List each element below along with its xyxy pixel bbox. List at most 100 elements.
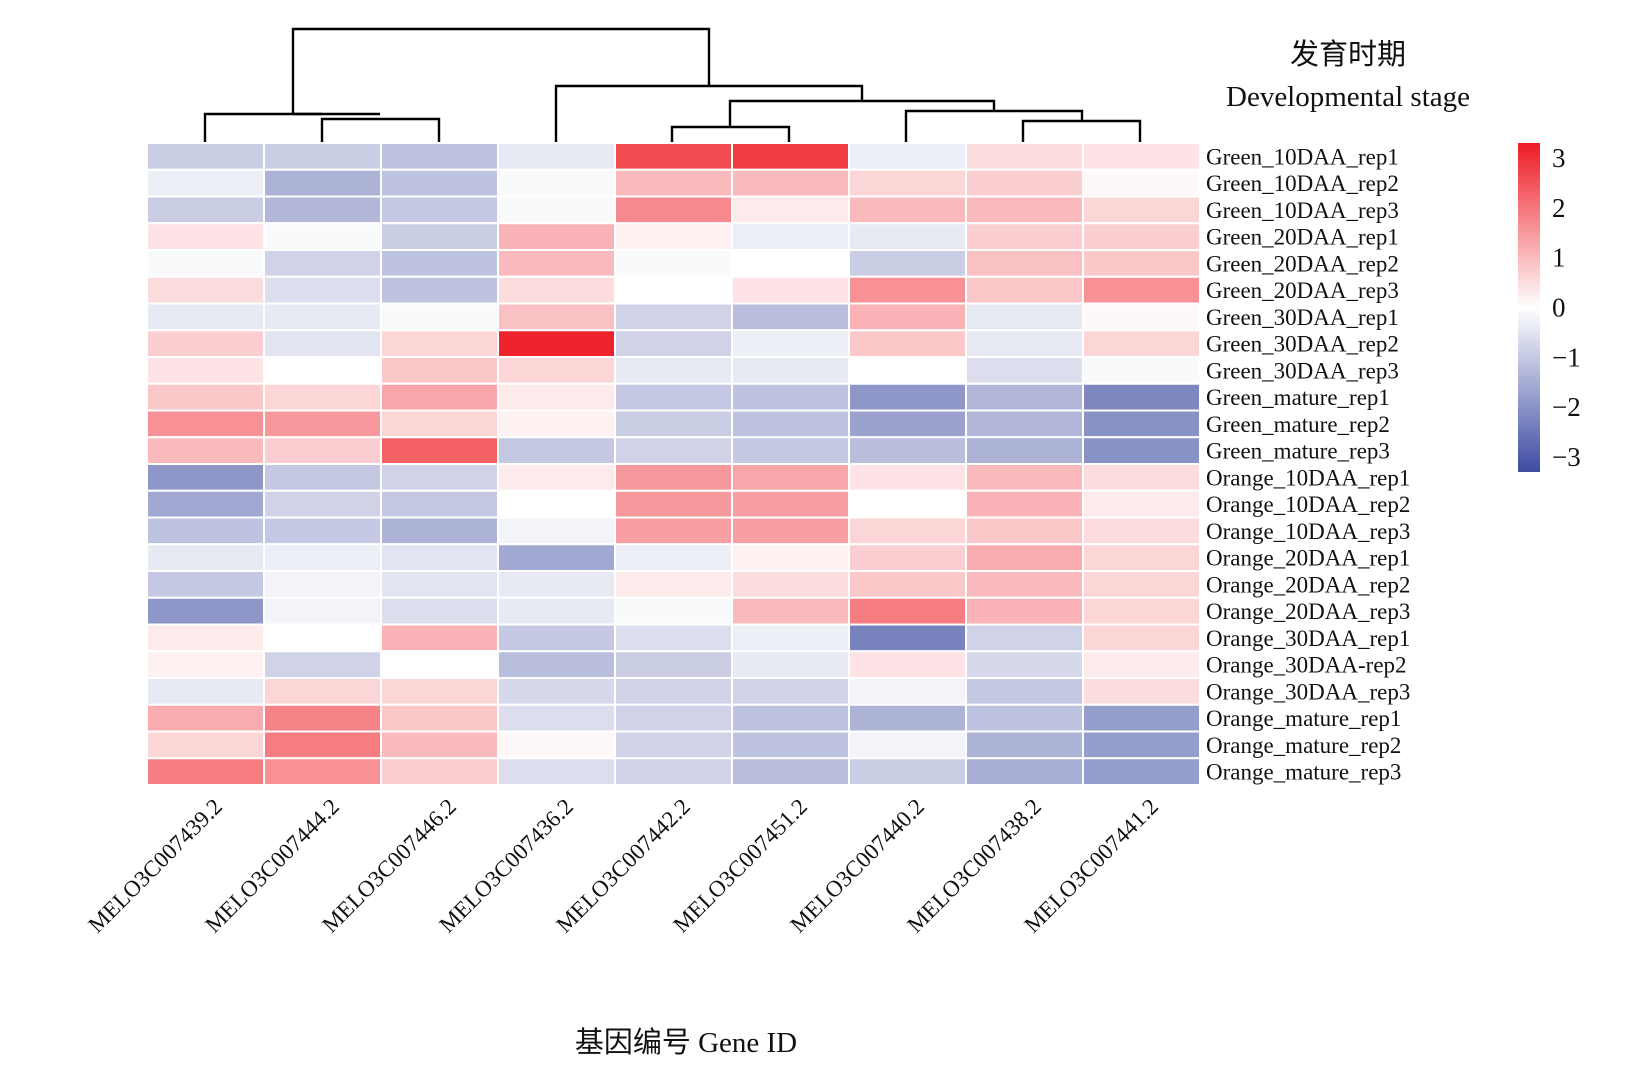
heatmap-cell — [731, 275, 850, 305]
colorbar-tick-label: −2 — [1552, 392, 1581, 422]
heatmap-cell — [1082, 168, 1201, 198]
heatmap-cell — [731, 409, 850, 439]
heatmap-cell — [263, 436, 382, 465]
heatmap-cell — [731, 382, 850, 412]
heatmap-cell — [146, 329, 265, 358]
heatmap-cell — [146, 168, 265, 198]
colorbar-tick-label: 0 — [1552, 293, 1566, 323]
heatmap-cell — [1082, 757, 1201, 786]
colorbar-tick-label: −3 — [1552, 442, 1581, 472]
x-axis-title: 基因编号 Gene ID — [575, 1026, 797, 1059]
heatmap-cell — [1082, 302, 1201, 332]
heatmap-cell — [380, 623, 499, 653]
heatmap-cell — [965, 650, 1084, 679]
heatmap-cell — [146, 489, 265, 519]
heatmap-cell — [1082, 730, 1201, 760]
heatmap-cell — [614, 302, 733, 332]
heatmap-cell — [848, 463, 967, 492]
heatmap-cell — [731, 570, 850, 599]
heatmap-cell — [146, 249, 265, 278]
row-label: Orange_20DAA_rep2 — [1206, 572, 1410, 597]
heatmap-cell — [380, 142, 499, 171]
heatmap-cell — [848, 489, 967, 519]
heatmap-cell — [965, 570, 1084, 599]
heatmap-cell — [1082, 596, 1201, 626]
heatmap-cell — [848, 570, 967, 599]
heatmap-cell — [614, 703, 733, 733]
heatmap-cell — [965, 302, 1084, 332]
heatmap-cell — [146, 275, 265, 305]
row-label: Orange_mature_rep2 — [1206, 733, 1401, 758]
heatmap-cell — [731, 623, 850, 653]
heatmap-cell — [965, 356, 1084, 385]
row-label: Orange_10DAA_rep1 — [1206, 465, 1410, 490]
heatmap-cell — [1082, 516, 1201, 546]
heatmap-cell — [614, 516, 733, 546]
heatmap-cell — [380, 436, 499, 465]
heatmap-cell — [965, 329, 1084, 358]
row-label: Green_30DAA_rep1 — [1206, 305, 1399, 330]
row-label: Green_20DAA_rep3 — [1206, 278, 1399, 303]
heatmap-cell — [263, 329, 382, 358]
row-label: Orange_20DAA_rep3 — [1206, 599, 1410, 624]
heatmap-cell — [614, 382, 733, 412]
heatmap-cell — [965, 677, 1084, 706]
heatmap-cell — [965, 249, 1084, 278]
heatmap-cell — [848, 436, 967, 465]
heatmap-cell — [1082, 623, 1201, 653]
legend-title-chinese: 发育时期 — [1290, 38, 1406, 71]
heatmap-cell — [848, 302, 967, 332]
row-label: Orange_10DAA_rep3 — [1206, 519, 1410, 544]
heatmap-cell — [380, 596, 499, 626]
heatmap-cell — [380, 302, 499, 332]
heatmap-cell — [1082, 329, 1201, 358]
heatmap-cell — [731, 142, 850, 171]
heatmap-cell — [380, 195, 499, 225]
heatmap-cell — [614, 142, 733, 171]
heatmap-cell — [497, 222, 616, 251]
colorbar-tick-label: 2 — [1552, 193, 1566, 223]
row-labels: Green_10DAA_rep1Green_10DAA_rep2Green_10… — [1206, 144, 1410, 784]
heatmap-cell — [1082, 543, 1201, 572]
heatmap-cell — [1082, 436, 1201, 465]
heatmap-cell — [614, 409, 733, 439]
heatmap-cell — [614, 275, 733, 305]
heatmap-cell — [497, 703, 616, 733]
heatmap-cell — [614, 463, 733, 492]
heatmap-cell — [146, 650, 265, 679]
heatmap-cell — [497, 570, 616, 599]
heatmap-cell — [380, 516, 499, 546]
heatmap-cell — [146, 543, 265, 572]
heatmap-cell — [965, 489, 1084, 519]
row-label: Orange_30DAA_rep3 — [1206, 679, 1410, 704]
row-label: Green_mature_rep1 — [1206, 385, 1390, 410]
heatmap-cell — [263, 382, 382, 412]
heatmap-cell — [146, 222, 265, 251]
heatmap-cell — [614, 249, 733, 278]
heatmap-cell — [146, 195, 265, 225]
heatmap-cell — [848, 275, 967, 305]
heatmap-cell — [965, 703, 1084, 733]
heatmap-cell — [146, 516, 265, 546]
heatmap-cell — [263, 275, 382, 305]
dendrogram-branch — [670, 125, 791, 143]
heatmap-cell — [848, 168, 967, 198]
heatmap-cell — [965, 142, 1084, 171]
heatmap-cell — [146, 703, 265, 733]
heatmap-cell — [497, 463, 616, 492]
heatmap-cell — [614, 650, 733, 679]
heatmap-cell — [1082, 356, 1201, 385]
heatmap-cell — [731, 302, 850, 332]
row-label: Green_20DAA_rep1 — [1206, 225, 1399, 250]
heatmap-cell — [614, 543, 733, 572]
heatmap-cell — [497, 730, 616, 760]
heatmap-cell — [263, 168, 382, 198]
heatmap-cell — [848, 596, 967, 626]
heatmap-cell — [497, 650, 616, 679]
heatmap-cell — [965, 195, 1084, 225]
heatmap-cell — [497, 249, 616, 278]
heatmap-cell — [1082, 489, 1201, 519]
heatmap-cell — [731, 489, 850, 519]
colorbar-tick-label: −1 — [1552, 342, 1581, 372]
heatmap-cell — [965, 757, 1084, 786]
